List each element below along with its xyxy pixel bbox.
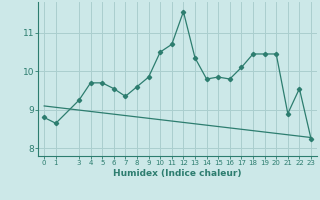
X-axis label: Humidex (Indice chaleur): Humidex (Indice chaleur) xyxy=(113,169,242,178)
